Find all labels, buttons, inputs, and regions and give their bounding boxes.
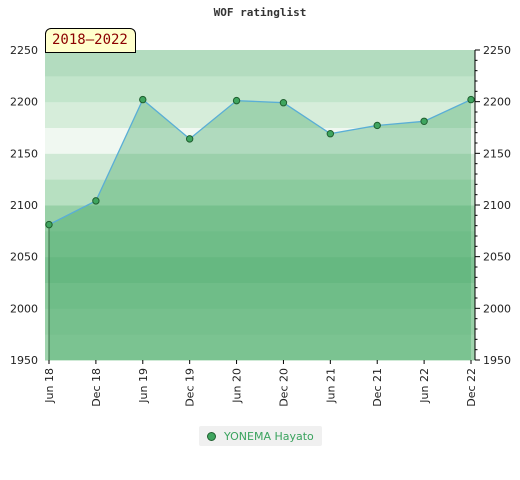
background-band	[45, 179, 475, 206]
y-tick-label-right: 2000	[483, 302, 511, 315]
series-area	[49, 99, 471, 360]
background-band	[45, 334, 475, 361]
x-tick-label: Dec 22	[465, 368, 478, 407]
background-band	[45, 205, 475, 232]
y-axis-left: 1950 2000 2050 2100 2150 2200 2250	[10, 44, 38, 367]
chart-title: WOF ratinglist	[213, 6, 307, 19]
background-bands	[45, 50, 475, 361]
y-tick-label-right: 2200	[483, 96, 511, 109]
background-band	[45, 230, 475, 258]
background-band	[45, 75, 475, 103]
background-band	[45, 50, 475, 77]
x-tick-label: Jun 20	[231, 368, 244, 404]
y-tick-label-left: 2250	[10, 44, 38, 57]
legend-label: YONEMA Hayato	[224, 429, 314, 443]
y-tick-label-right: 2250	[483, 44, 511, 57]
x-tick-label: Dec 18	[90, 368, 103, 407]
data-point	[373, 121, 381, 130]
background-band	[45, 256, 475, 283]
y-tick-label-left: 2150	[10, 147, 38, 160]
data-point	[467, 95, 475, 104]
background-band	[45, 308, 475, 335]
area-layer	[48, 98, 472, 360]
x-axis: Jun 18 Dec 18 Jun 19 Dec 19 Jun 20 Dec 20 Jun …	[43, 360, 478, 407]
legend: YONEMA Hayato	[199, 426, 322, 446]
data-point	[92, 197, 100, 205]
background-band	[45, 282, 475, 309]
y-axis-right: 1950 2000 2050 2100 2150 2200 2250	[475, 44, 511, 367]
x-tick-label: Jun 22	[418, 368, 431, 404]
data-point	[326, 130, 335, 138]
y-tick-label-left: 2000	[10, 302, 38, 315]
y-tick-label-right: 2150	[483, 147, 511, 160]
x-tick-label: Dec 21	[371, 368, 384, 407]
series-line	[48, 98, 472, 226]
y-tick-label-right: 2100	[483, 199, 511, 212]
y-tick-label-left: 1950	[10, 354, 38, 367]
data-point	[420, 117, 428, 126]
data-point	[185, 135, 194, 143]
background-band	[45, 127, 475, 154]
x-tick-label: Dec 20	[277, 368, 290, 407]
period-badge: 2018–2022	[45, 28, 136, 53]
x-tick-label: Jun 19	[137, 368, 150, 404]
data-point	[139, 95, 147, 104]
data-point	[232, 96, 241, 105]
y-tick-label-left: 2200	[10, 96, 38, 109]
y-tick-label-left: 2050	[10, 251, 38, 264]
x-tick-label: Jun 21	[324, 368, 337, 404]
background-band	[45, 153, 475, 180]
data-point	[279, 99, 288, 107]
y-tick-label-left: 2100	[10, 199, 38, 212]
legend-marker	[207, 431, 216, 441]
y-tick-label-right: 2050	[483, 251, 511, 264]
y-tick-label-right: 1950	[483, 354, 511, 367]
x-tick-label: Dec 19	[184, 368, 197, 407]
data-points	[45, 95, 475, 229]
x-tick-label: Jun 18	[43, 368, 56, 404]
data-point	[45, 220, 53, 229]
